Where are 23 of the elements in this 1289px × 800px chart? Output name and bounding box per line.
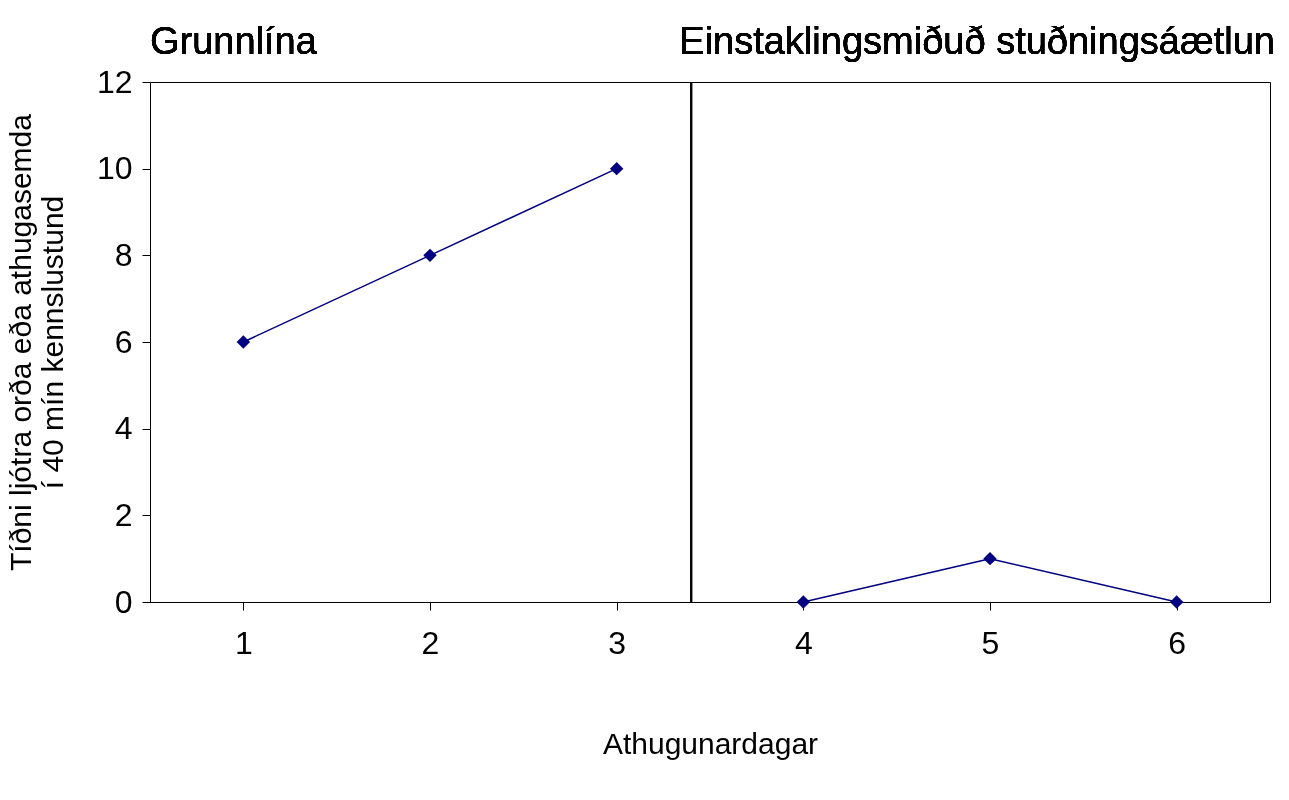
y-tick-label: 4 — [114, 410, 133, 447]
y-tick-label: 0 — [114, 583, 133, 620]
text: Einstaklingsmiðuð stuðningsáætlun — [679, 20, 1275, 62]
x-tick-label: 3 — [608, 624, 627, 661]
x-tick-label: 5 — [981, 624, 1000, 661]
x-tick-label: 1 — [234, 624, 253, 661]
y-axis-title: Tíðni ljótra orða eða athugasemda í 40 mín kennslustund — [3, 113, 69, 571]
x-tick-label: 4 — [794, 624, 813, 661]
y-tick-label: 10 — [96, 150, 133, 187]
point — [609, 161, 624, 176]
x-tick-label: 2 — [421, 624, 440, 661]
y-tick-label: 2 — [114, 496, 133, 533]
x-tick-label: 6 — [1168, 624, 1187, 661]
point — [423, 248, 437, 263]
y-tick-label: 12 — [96, 63, 133, 100]
point — [236, 335, 251, 349]
x-axis-title: Athugunardagar — [602, 726, 819, 760]
point — [983, 551, 997, 566]
point — [796, 595, 811, 609]
point — [1169, 595, 1184, 609]
y-tick-label: 6 — [114, 323, 133, 360]
y-tick-label: 8 — [114, 236, 133, 273]
text: Grunnlína — [150, 20, 318, 62]
